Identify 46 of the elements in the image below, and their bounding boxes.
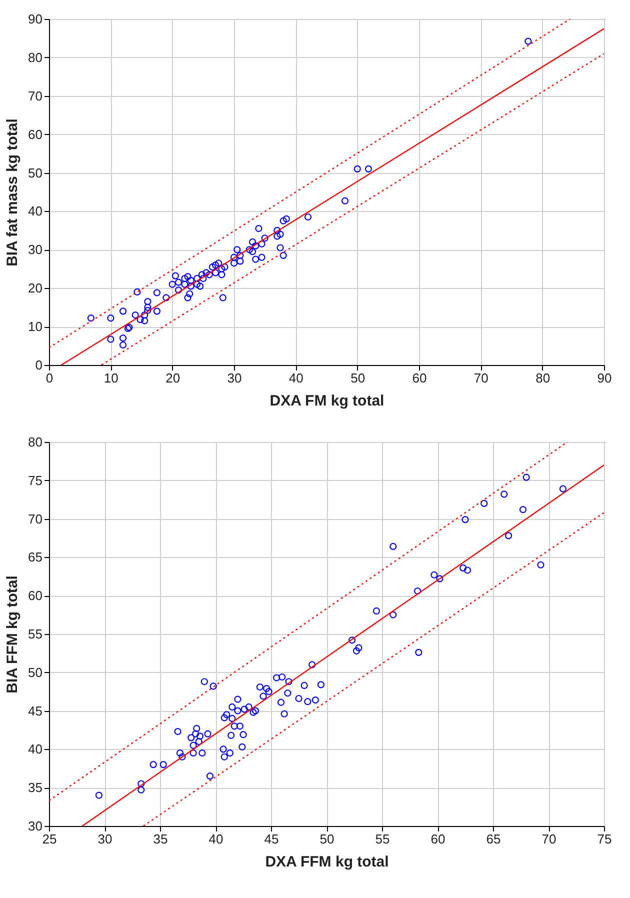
y-tick-label: 30 <box>28 242 42 258</box>
y-tick-label: 70 <box>28 511 42 526</box>
y-tick-label: 40 <box>28 204 42 219</box>
x-tick-label: 40 <box>208 832 224 846</box>
x-tick-label: 65 <box>486 832 501 846</box>
y-tick-label: 75 <box>28 472 42 488</box>
y-tick-label: 35 <box>28 780 42 796</box>
x-tick-label: 20 <box>166 370 180 386</box>
x-axis-title: DXA FM kg total <box>270 392 384 410</box>
x-tick-label: 70 <box>474 370 488 386</box>
y-tick-label: 50 <box>28 664 42 680</box>
x-tick-label: 80 <box>536 370 550 386</box>
x-tick-label: 55 <box>375 832 390 846</box>
x-tick-label: 90 <box>597 370 612 386</box>
y-axis-title: BIA fat mass kg total <box>4 118 22 266</box>
x-tick-label: 75 <box>597 832 612 846</box>
y-tick-label: 90 <box>28 12 42 26</box>
y-tick-label: 70 <box>28 88 42 104</box>
x-tick-label: 50 <box>350 370 366 386</box>
y-tick-label: 0 <box>35 358 42 372</box>
y-tick-label: 10 <box>28 319 42 334</box>
x-tick-label: 70 <box>542 832 556 846</box>
y-axis-title: BIA FFM kg total <box>4 576 22 694</box>
y-tick-label: 40 <box>28 742 42 757</box>
y-tick-label: 60 <box>28 126 42 142</box>
y-tick-label: 45 <box>28 703 42 718</box>
x-tick-label: 50 <box>320 832 334 846</box>
y-tick-label: 50 <box>28 165 42 180</box>
x-tick-label: 45 <box>264 832 279 846</box>
x-tick-label: 60 <box>412 370 427 386</box>
y-tick-label: 20 <box>28 280 42 296</box>
x-tick-label: 30 <box>227 370 242 386</box>
x-axis-title: DXA FFM kg total <box>265 854 389 870</box>
x-tick-label: 0 <box>46 370 54 386</box>
x-tick-label: 10 <box>104 370 118 386</box>
y-tick-label: 80 <box>28 434 42 450</box>
y-tick-label: 60 <box>28 588 42 604</box>
y-tick-label: 65 <box>28 550 42 565</box>
y-tick-label: 55 <box>28 626 42 642</box>
x-tick-label: 30 <box>98 832 112 846</box>
x-tick-label: 35 <box>153 832 168 846</box>
x-tick-label: 40 <box>288 370 304 386</box>
y-tick-label: 80 <box>28 50 42 65</box>
y-tick-label: 30 <box>28 818 42 834</box>
x-tick-label: 60 <box>430 832 446 846</box>
x-tick-label: 25 <box>42 832 57 846</box>
